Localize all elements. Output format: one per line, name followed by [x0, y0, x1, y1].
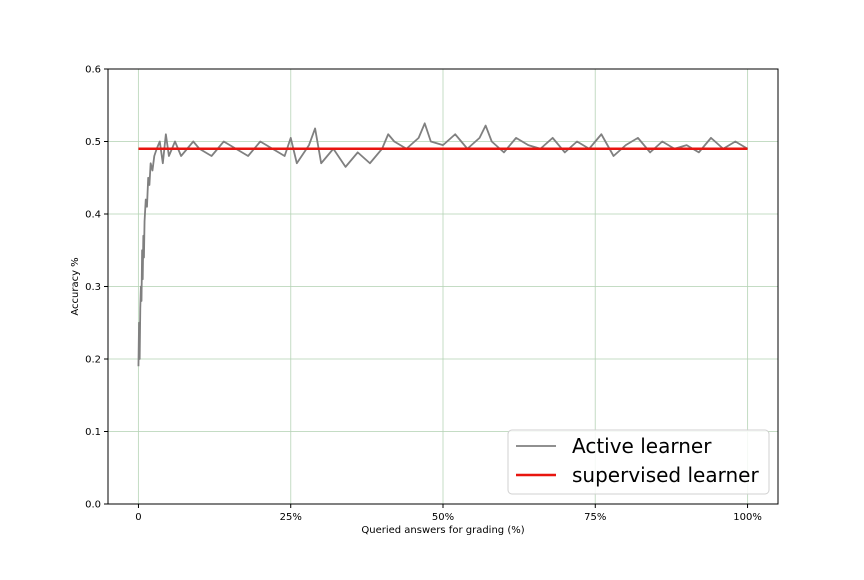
series-line-0	[137, 122, 749, 367]
x-axis-label: Queried answers for grading (%)	[361, 525, 524, 536]
y-tick-label: 0.6	[85, 65, 101, 76]
y-tick-label: 0.2	[85, 355, 101, 366]
series-layer	[137, 122, 749, 367]
x-tick-label: 50%	[432, 512, 454, 523]
legend-label-1: supervised learner	[572, 463, 759, 487]
y-tick-label: 0.0	[85, 500, 101, 511]
x-tick-label: 25%	[280, 512, 302, 523]
y-tick-label: 0.5	[85, 137, 101, 148]
legend-label-0: Active learner	[572, 434, 712, 458]
legend: Active learner supervised learner	[507, 429, 770, 495]
ticks-layer: 0 25% 50% 75% 100% 0.0 0.1 0.2 0.3 0.4 0.5 0.6	[85, 65, 762, 524]
legend-box	[507, 429, 770, 495]
y-axis-label: Accuracy %	[70, 257, 81, 315]
x-tick-label: 0	[135, 512, 141, 523]
x-tick-label: 100%	[733, 512, 762, 523]
y-tick-label: 0.3	[85, 282, 101, 293]
y-tick-label: 0.1	[85, 427, 101, 438]
y-tick-label: 0.4	[85, 210, 101, 221]
x-tick-label: 75%	[584, 512, 606, 523]
grid-layer	[108, 68, 778, 505]
